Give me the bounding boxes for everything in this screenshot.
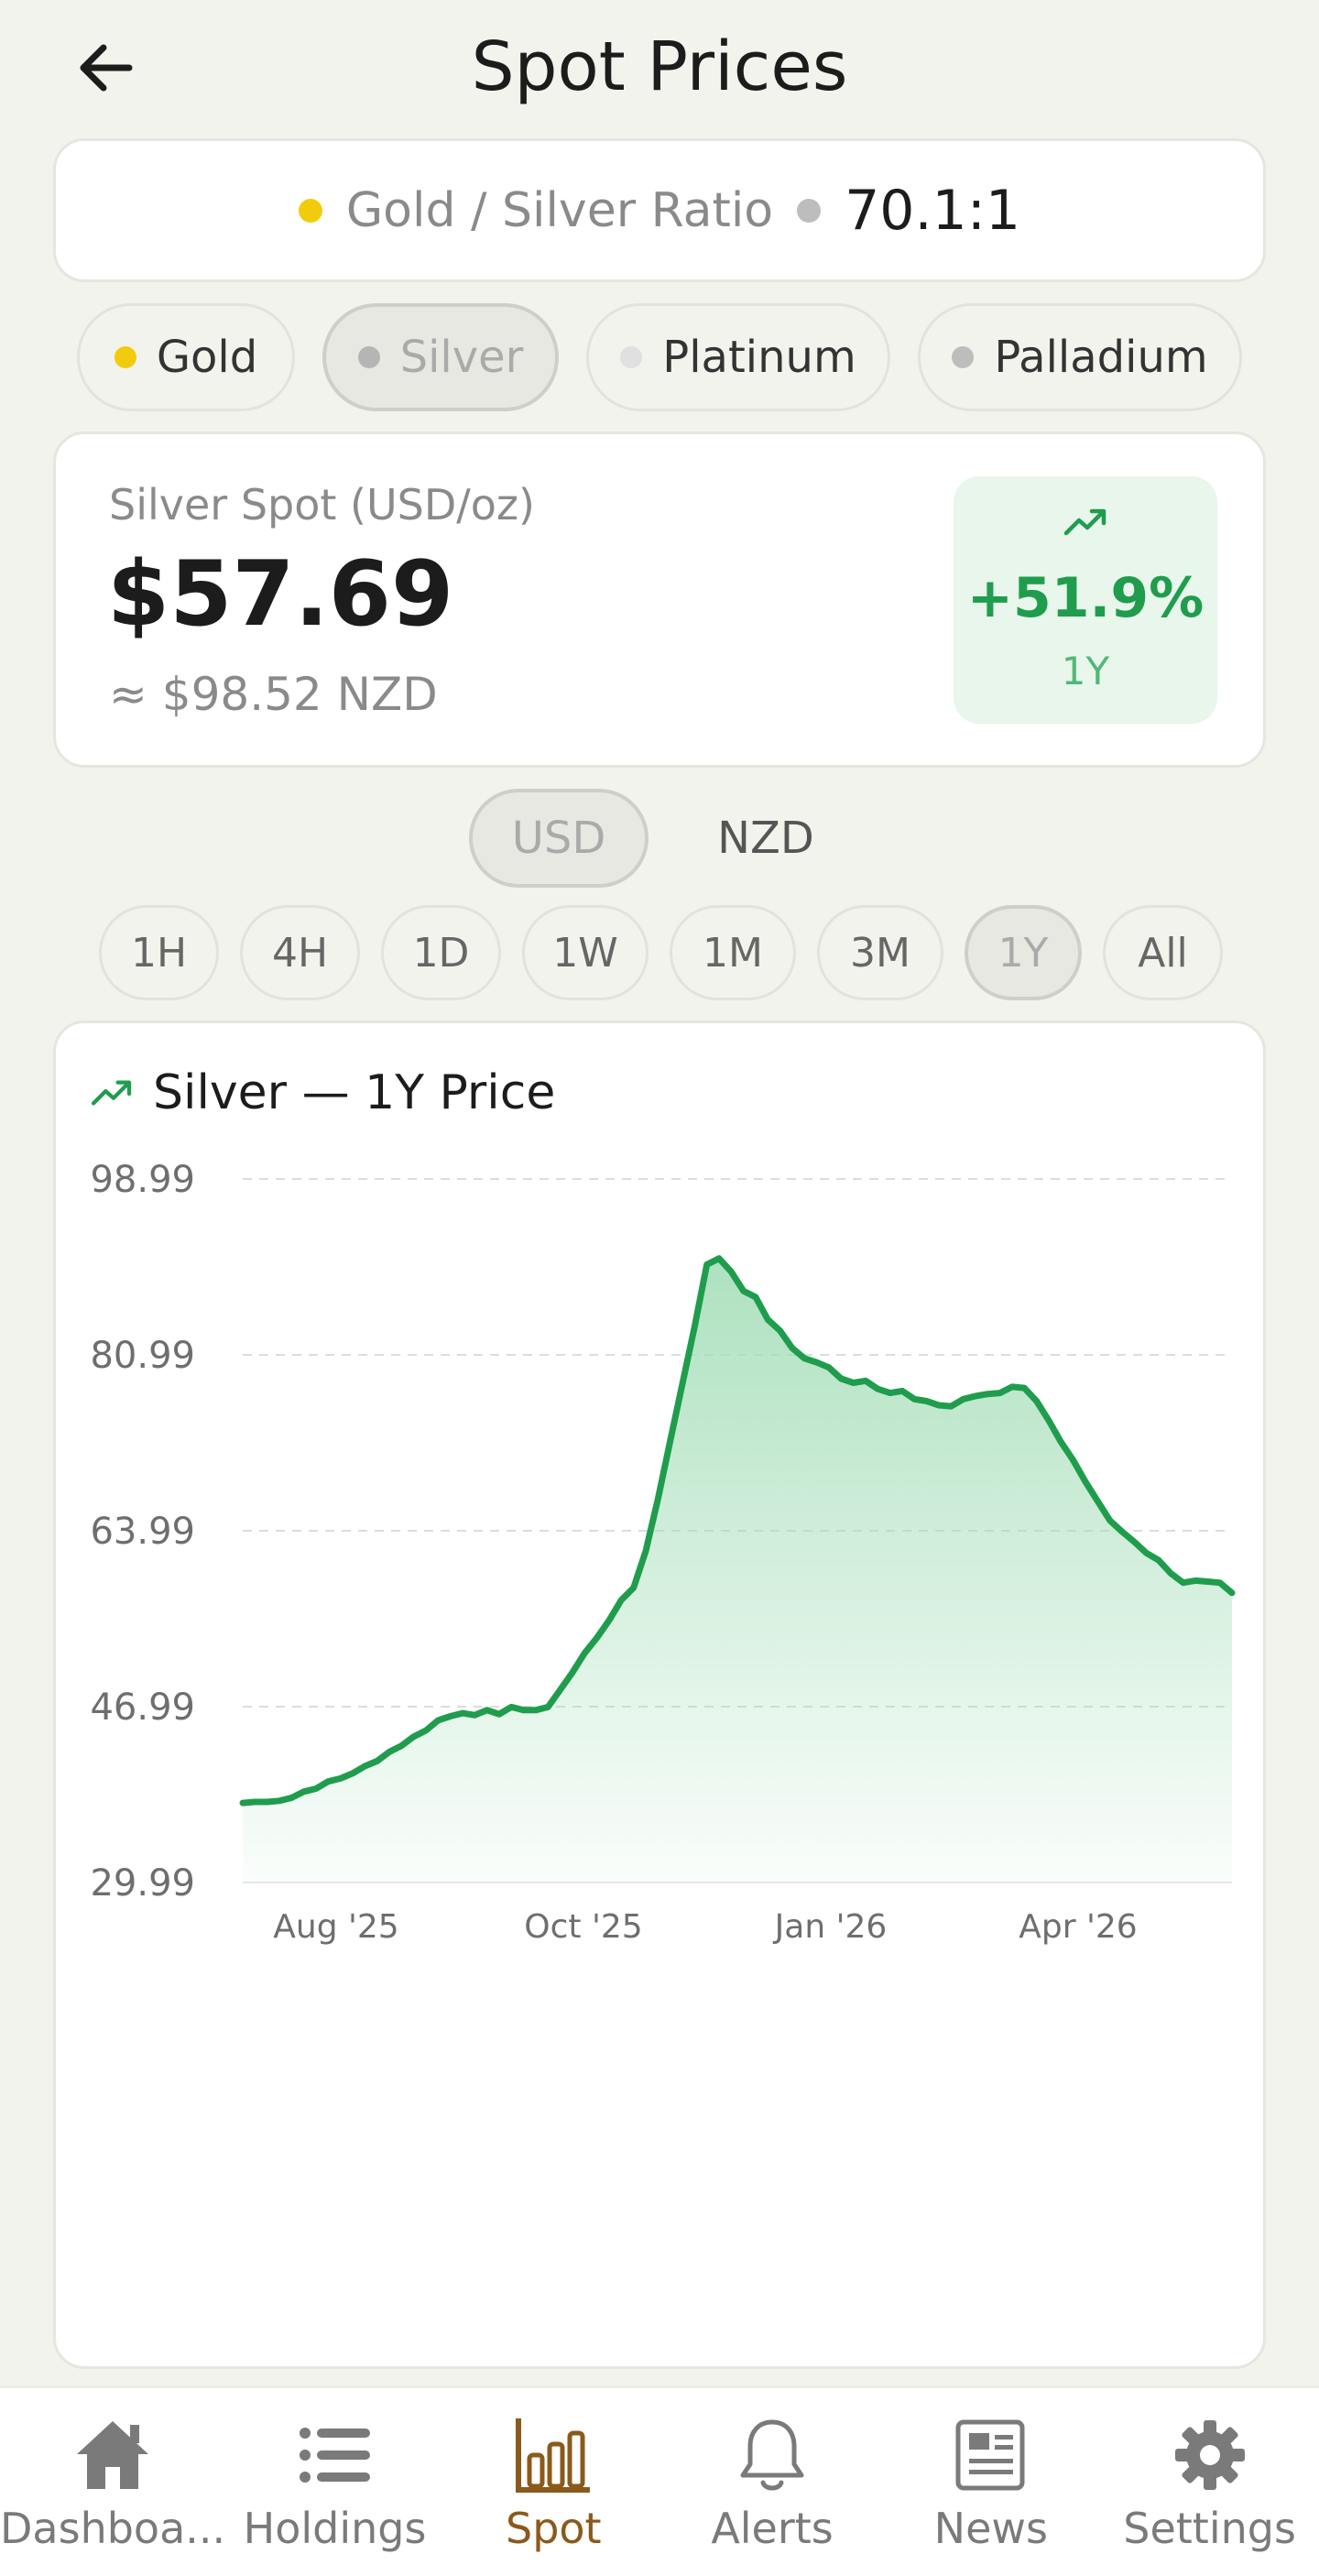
- back-button[interactable]: [71, 35, 137, 101]
- metal-tab-label: Platinum: [662, 332, 856, 383]
- chart-header: Silver — 1Y Price: [91, 1065, 555, 1120]
- tab-label: Holdings: [243, 2504, 427, 2553]
- metal-selector: Gold Silver Platinum Palladium: [77, 303, 1242, 411]
- currency-nzd-button[interactable]: NZD: [717, 813, 814, 864]
- currency-toggle: USD NZD: [469, 789, 856, 888]
- gear-icon: [1169, 2414, 1251, 2496]
- range-tab-3m[interactable]: 3M: [817, 905, 943, 1000]
- tab-label: Dashboa...: [0, 2504, 226, 2553]
- range-tab-1m[interactable]: 1M: [670, 905, 796, 1000]
- x-tick-label: Aug '25: [273, 1908, 398, 1946]
- arrow-left-icon: [80, 44, 133, 92]
- range-tab-1y[interactable]: 1Y: [965, 905, 1082, 1000]
- y-tick-label: 29.99: [90, 1862, 195, 1905]
- list-icon: [294, 2414, 376, 2496]
- time-range-tabs: 1H 4H 1D 1W 1M 3M 1Y All: [99, 905, 1223, 1000]
- price-chart: 98.99 80.99 63.99 46.99 29.99 Aug '25 Oct '25 J…: [90, 1159, 1236, 1946]
- y-tick-label: 98.99: [90, 1159, 195, 1201]
- price-value: $57.69: [107, 542, 454, 647]
- tab-dashboard[interactable]: Dashboa...: [0, 2388, 225, 2576]
- home-icon: [71, 2414, 154, 2496]
- x-tick-label: Jan '26: [773, 1908, 888, 1946]
- bottom-tab-bar: Dashboa... Holdings Spot: [0, 2385, 1319, 2576]
- ratio-label: Gold / Silver Ratio: [345, 182, 774, 238]
- bar-chart-icon: [512, 2414, 594, 2496]
- bell-icon: [731, 2414, 813, 2496]
- palladium-dot-icon: [952, 346, 975, 368]
- metal-tab-silver[interactable]: Silver: [322, 303, 559, 411]
- range-tab-4h[interactable]: 4H: [240, 905, 360, 1000]
- silver-dot-icon: [797, 198, 822, 223]
- tab-holdings[interactable]: Holdings: [225, 2388, 444, 2576]
- metal-tab-platinum[interactable]: Platinum: [586, 303, 890, 411]
- newspaper-icon: [950, 2414, 1032, 2496]
- spot-price-card: Silver Spot (USD/oz) $57.69 ≈ $98.52 NZD…: [53, 431, 1266, 768]
- change-period: 1Y: [1061, 649, 1110, 693]
- ratio-value: 70.1:1: [845, 178, 1021, 243]
- y-tick-label: 80.99: [90, 1335, 195, 1377]
- series-area: [243, 1258, 1232, 1883]
- tab-spot[interactable]: Spot: [444, 2388, 663, 2576]
- page-title: Spot Prices: [471, 27, 848, 106]
- metal-tab-palladium[interactable]: Palladium: [918, 303, 1242, 411]
- metal-tab-label: Gold: [156, 332, 258, 383]
- change-badge: +51.9% 1Y: [954, 476, 1217, 724]
- tab-news[interactable]: News: [881, 2388, 1100, 2576]
- metal-tab-label: Silver: [399, 332, 524, 383]
- price-chart-card: 98.99 80.99 63.99 46.99 29.99 Aug '25 Oct '25 J…: [53, 1021, 1266, 2369]
- chart-title: Silver — 1Y Price: [153, 1065, 556, 1120]
- tab-label: News: [933, 2504, 1048, 2553]
- tab-label: Spot: [506, 2504, 602, 2553]
- metal-tab-gold[interactable]: Gold: [77, 303, 295, 411]
- y-tick-label: 63.99: [90, 1511, 195, 1553]
- x-tick-label: Apr '26: [1019, 1908, 1137, 1946]
- range-tab-1w[interactable]: 1W: [522, 905, 649, 1000]
- trending-up-icon: [91, 1080, 132, 1106]
- x-tick-label: Oct '25: [524, 1908, 642, 1946]
- tab-label: Alerts: [711, 2504, 834, 2553]
- trending-up-icon: [1063, 508, 1106, 536]
- silver-dot-icon: [357, 346, 380, 368]
- currency-usd-button[interactable]: USD: [469, 789, 649, 888]
- change-percent: +51.9%: [966, 566, 1205, 630]
- tab-settings[interactable]: Settings: [1100, 2388, 1319, 2576]
- range-tab-all[interactable]: All: [1103, 905, 1223, 1000]
- price-nzd: ≈ $98.52 NZD: [109, 668, 438, 721]
- range-tab-1d[interactable]: 1D: [381, 905, 501, 1000]
- price-label: Silver Spot (USD/oz): [109, 480, 535, 529]
- series-line: [239, 1255, 1236, 1806]
- gold-dot-icon: [114, 346, 136, 368]
- tab-label: Settings: [1123, 2504, 1296, 2553]
- platinum-dot-icon: [620, 346, 643, 368]
- header: Spot Prices: [0, 0, 1319, 137]
- range-tab-1h[interactable]: 1H: [99, 905, 219, 1000]
- gold-dot-icon: [298, 198, 322, 223]
- gold-silver-ratio-card: Gold / Silver Ratio 70.1:1: [53, 138, 1266, 282]
- tab-alerts[interactable]: Alerts: [663, 2388, 882, 2576]
- metal-tab-label: Palladium: [994, 332, 1208, 383]
- y-tick-label: 46.99: [90, 1686, 195, 1729]
